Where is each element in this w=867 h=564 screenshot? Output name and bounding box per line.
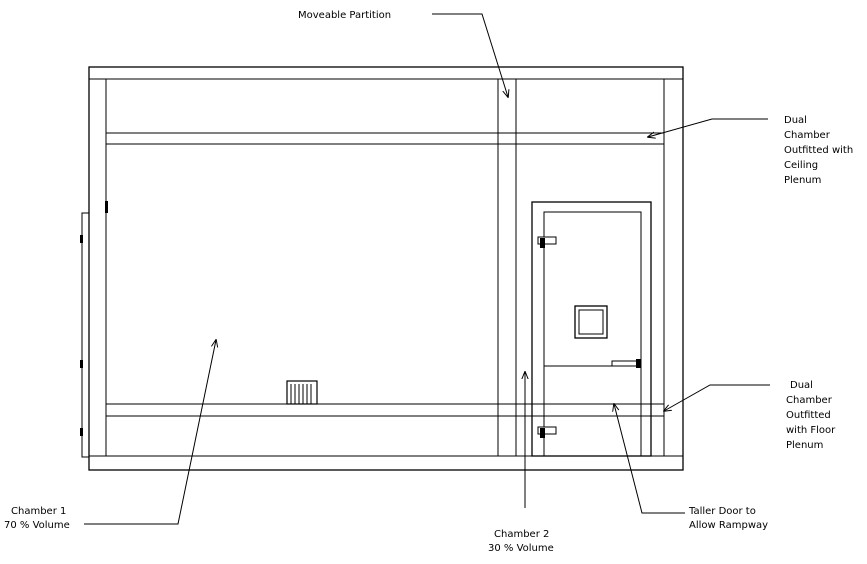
chamber-2-line-2: 30 % Volume xyxy=(488,543,554,554)
floor-plenum-line-3: Outfitted xyxy=(786,410,831,421)
taller-door xyxy=(531,201,652,457)
label-chamber-2: Chamber 2 30 % Volume xyxy=(488,372,554,554)
label-floor-plenum: Dual Chamber Outfitted with Floor Plenum xyxy=(664,380,836,451)
moveable-partition xyxy=(497,78,517,457)
door-window xyxy=(574,305,608,339)
door-hinge-top xyxy=(537,236,557,248)
moveable-partition-text: Moveable Partition xyxy=(298,10,391,21)
label-moveable-partition: Moveable Partition xyxy=(298,10,508,97)
label-taller-door: Taller Door to Allow Rampway xyxy=(614,404,768,531)
floor-plenum-line-5: Plenum xyxy=(786,440,823,451)
floor-plenum-line-1: Dual xyxy=(790,380,813,391)
taller-door-line-1: Taller Door to xyxy=(688,506,756,517)
floor-plenum-line-4: with Floor xyxy=(786,425,836,436)
ceiling-plenum xyxy=(106,132,664,145)
ceiling-plenum-line-4: Ceiling xyxy=(784,160,818,171)
door-hinge-bottom xyxy=(537,426,557,438)
ceiling-plenum-line-1: Dual xyxy=(784,115,807,126)
left-side-door xyxy=(80,201,108,458)
floor-plenum xyxy=(106,403,664,417)
label-ceiling-plenum: Dual Chamber Outfitted with Ceiling Plen… xyxy=(648,115,853,186)
ceiling-plenum-line-2: Chamber xyxy=(784,130,831,141)
ceiling-plenum-line-3: Outfitted with xyxy=(784,145,853,156)
floor-vent-grille xyxy=(286,380,318,405)
enclosure-frame xyxy=(88,66,684,471)
door-handle xyxy=(611,359,641,368)
chamber-1-line-1: Chamber 1 xyxy=(11,506,66,517)
label-chamber-1: Chamber 1 70 % Volume xyxy=(4,340,216,531)
chamber-2-line-1: Chamber 2 xyxy=(494,529,549,540)
taller-door-line-2: Allow Rampway xyxy=(689,520,768,531)
ceiling-plenum-line-5: Plenum xyxy=(784,175,821,186)
chamber-1-line-2: 70 % Volume xyxy=(4,520,70,531)
floor-plenum-line-2: Chamber xyxy=(786,395,833,406)
